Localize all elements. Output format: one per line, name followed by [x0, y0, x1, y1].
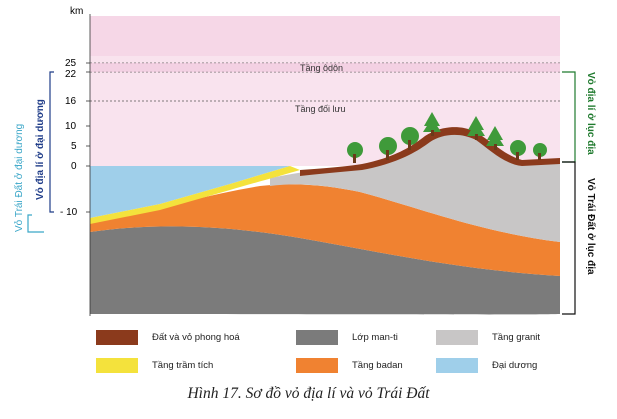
ozone-label: Tầng ôdôn	[300, 63, 343, 73]
tree-1-icon	[347, 142, 363, 163]
tree-8-icon	[533, 143, 547, 160]
upper-atmosphere-band	[90, 16, 560, 56]
legend: Đất và vỏ phong hoá Lớp man-ti Tầng gran…	[96, 328, 576, 376]
legend-label-mantle: Lớp man-ti	[352, 331, 398, 343]
legend-label-basalt: Tầng badan	[352, 359, 403, 371]
tick-label-10: 10	[65, 121, 77, 132]
tree-3-icon	[401, 127, 419, 150]
ocean-area	[90, 166, 290, 218]
tick-label-minus10: - 10	[60, 207, 78, 218]
sediment-layer	[90, 166, 300, 224]
figure-caption: Hình 17. Sơ đồ vỏ địa lí và vỏ Trái Đất	[187, 385, 430, 402]
granite-layer	[270, 129, 560, 242]
tree-2-icon	[379, 137, 397, 160]
legend-swatch-sediment	[96, 357, 138, 373]
legend-swatch-soil	[96, 329, 138, 345]
legend-item-granite: Tầng granit	[436, 328, 540, 346]
land-crust-label: Vỏ Trái Đất ở lục địa	[585, 178, 597, 275]
legend-label-sediment: Tầng trầm tích	[152, 359, 214, 371]
legend-swatch-ocean	[436, 357, 478, 373]
tick-label-0: 0	[71, 161, 77, 172]
ocean-geo-bracket	[49, 71, 54, 213]
tree-7-icon	[510, 140, 526, 160]
legend-swatch-basalt	[296, 357, 338, 373]
mantle-layer	[90, 226, 560, 315]
troposphere-label: Tầng đối lưu	[295, 104, 346, 114]
soil-layer	[300, 127, 560, 176]
crust-diagram: km 25 22 16 10 5 0 - 10 Tầng ôdôn Tầng đ…	[13, 6, 597, 316]
ocean-crust-bracket	[27, 214, 44, 233]
axis-ticks	[86, 62, 90, 213]
basalt-layer	[90, 184, 560, 276]
legend-swatch-granite	[436, 329, 478, 345]
tick-label-25: 25	[65, 58, 77, 69]
ozone-band	[90, 63, 560, 72]
land-geo-bracket	[562, 71, 576, 163]
ocean-crust-label: Vỏ Trái Đất ở đại dương	[13, 124, 25, 232]
legend-swatch-mantle	[296, 329, 338, 345]
legend-item-soil: Đất và vỏ phong hoá	[96, 328, 240, 346]
legend-label-ocean: Đại dương	[492, 359, 538, 371]
tree-4-icon	[423, 112, 441, 136]
tree-6-icon	[486, 126, 504, 150]
legend-label-granite: Tầng granit	[492, 331, 541, 343]
tree-5-icon	[467, 116, 485, 140]
axis-unit: km	[70, 6, 83, 17]
ocean-geo-label: Vỏ địa lí ở đại dương	[35, 99, 46, 200]
legend-item-basalt: Tầng badan	[296, 356, 403, 374]
tick-label-22: 22	[65, 69, 77, 80]
tick-label-16: 16	[65, 96, 77, 107]
land-crust-bracket	[562, 161, 576, 315]
tick-label-5: 5	[71, 141, 77, 152]
legend-item-sediment: Tầng trầm tích	[96, 356, 213, 374]
legend-item-mantle: Lớp man-ti	[296, 328, 398, 346]
land-geo-label: Vỏ địa lí ở lục địa	[585, 72, 596, 155]
legend-item-ocean: Đại dương	[436, 356, 537, 374]
legend-label-soil: Đất và vỏ phong hoá	[152, 331, 240, 343]
